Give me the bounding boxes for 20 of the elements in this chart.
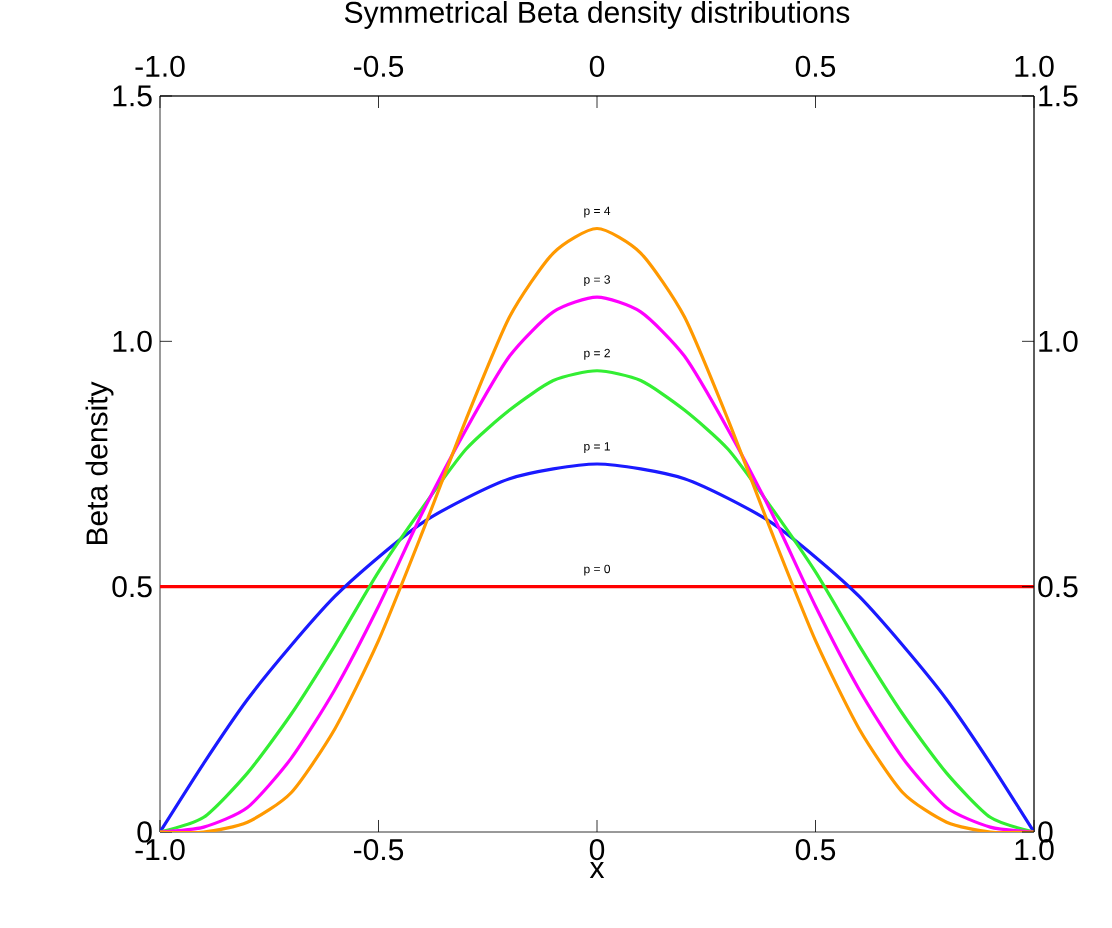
x-axis-title: x — [589, 862, 605, 878]
x-tick-label: -0.5 — [353, 839, 404, 861]
y2-tick-label: 1.0 — [1039, 330, 1078, 352]
x2-tick-label: 0 — [589, 55, 605, 77]
x-tick-label: 0 — [589, 839, 605, 861]
y-tick-label: 0.5 — [112, 576, 152, 598]
y-tick-label: 1.5 — [113, 85, 152, 107]
chart-title: Symmetrical Beta density distributions — [344, 0, 850, 29]
x2-tick-label: 1.0 — [1015, 55, 1054, 77]
x2-tick-label: 0.5 — [795, 55, 836, 77]
x-tick-label: 0.5 — [795, 839, 836, 861]
y-tick-label: 1.0 — [113, 330, 152, 352]
x-tick-label: 1.0 — [1015, 839, 1054, 861]
x2-tick-label: -1.0 — [135, 55, 185, 77]
x-tick-label: -1.0 — [135, 839, 185, 861]
y-axis-title: Beta density — [85, 381, 114, 545]
y-tick-label: 0 — [137, 821, 152, 843]
y2-tick-label: 0.5 — [1038, 576, 1078, 598]
y2-tick-label: 1.5 — [1039, 85, 1078, 107]
x2-tick-label: -0.5 — [353, 55, 404, 77]
